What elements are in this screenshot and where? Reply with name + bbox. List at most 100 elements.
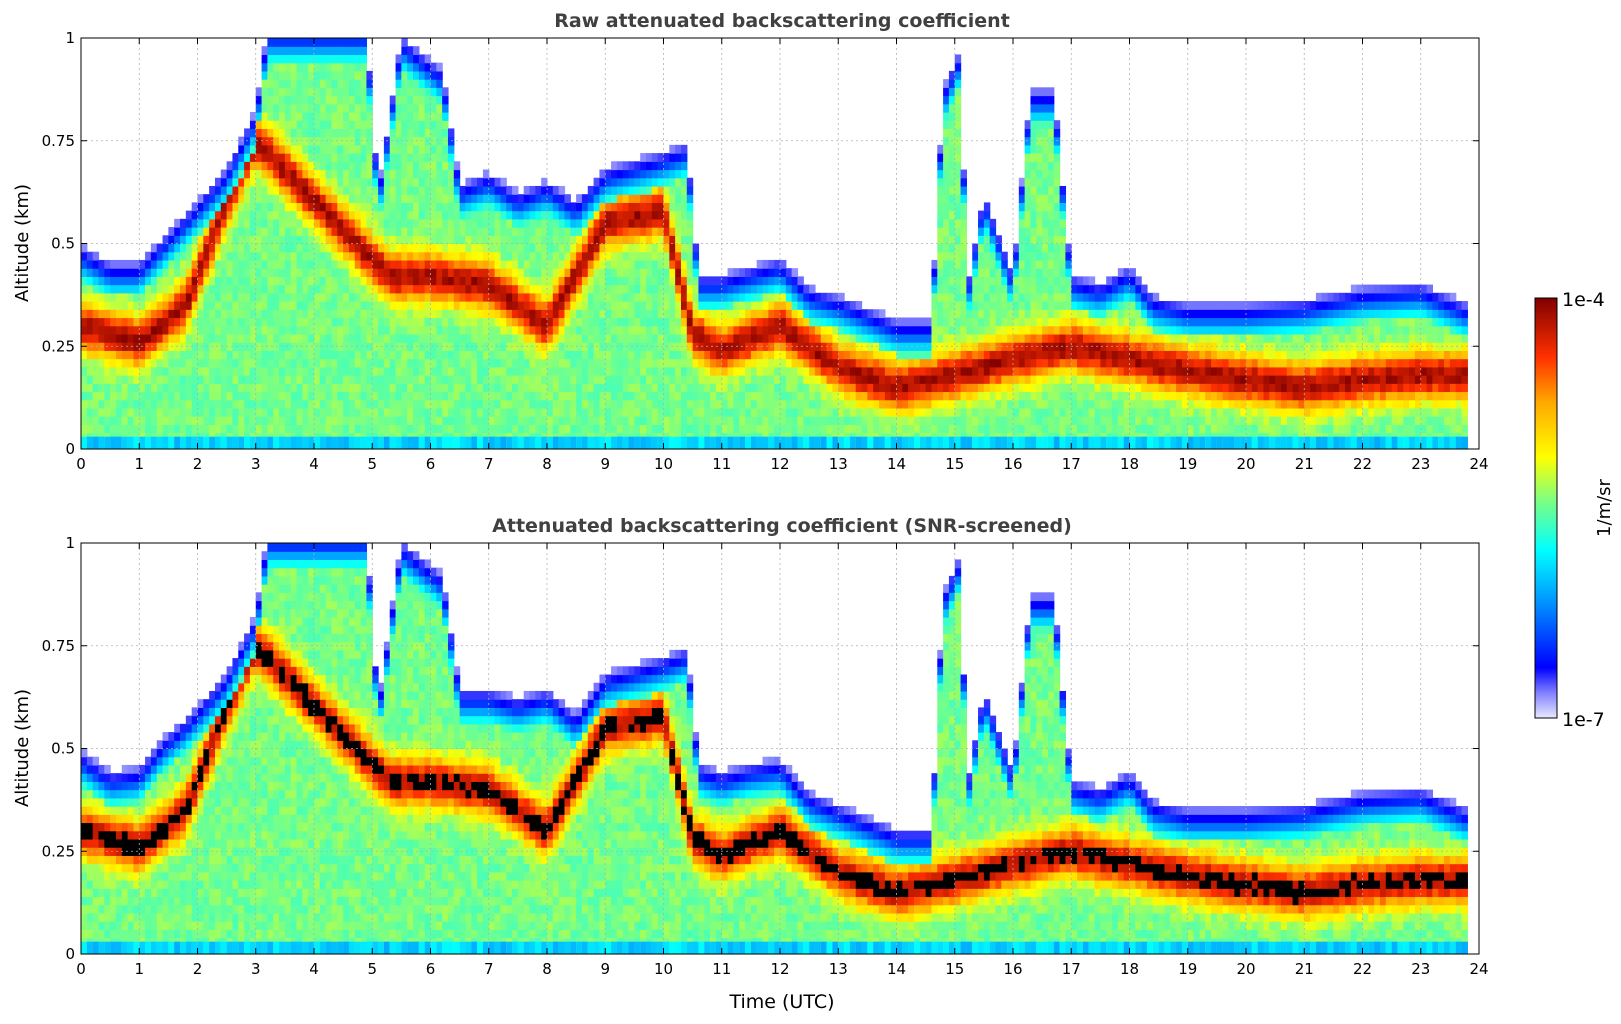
heatmap-cell	[296, 416, 303, 425]
heatmap-cell	[826, 366, 834, 376]
heatmap-cell	[826, 292, 834, 302]
heatmap-cell	[919, 342, 927, 351]
heatmap-cell	[756, 383, 764, 393]
heatmap-cell	[255, 153, 263, 162]
heatmap-cell	[803, 399, 810, 409]
heatmap-cell	[529, 235, 536, 245]
heatmap-cell	[541, 218, 548, 228]
heatmap-cell	[203, 424, 210, 434]
heatmap-cell	[308, 79, 315, 88]
heatmap-cell	[267, 292, 274, 302]
heatmap-cell	[733, 284, 740, 294]
heatmap-cell	[424, 276, 432, 286]
heatmap-cell	[395, 111, 402, 121]
heatmap-cell	[576, 366, 583, 376]
heatmap-cell	[296, 144, 303, 154]
heatmap-cell	[191, 218, 199, 228]
heatmap-cell	[576, 235, 583, 245]
heatmap-cell	[337, 161, 344, 171]
heatmap-cell	[902, 436, 909, 449]
heatmap-cell	[447, 416, 455, 425]
heatmap-cell	[378, 399, 385, 409]
heatmap-cell	[424, 218, 432, 228]
heatmap-cell	[902, 399, 909, 409]
heatmap-cell	[488, 424, 496, 434]
heatmap-cell	[663, 227, 670, 236]
heatmap-cell	[564, 399, 571, 409]
heatmap-cell	[203, 251, 210, 261]
heatmap-cell	[663, 309, 670, 319]
heatmap-cell	[710, 391, 717, 401]
heatmap-cell	[436, 301, 443, 310]
heatmap-cell	[710, 350, 717, 360]
heatmap-cell	[244, 317, 251, 327]
heatmap-cell	[255, 407, 263, 417]
heatmap-cell	[407, 309, 414, 319]
heatmap-cell	[628, 407, 635, 417]
heatmap-cell	[220, 292, 228, 302]
heatmap-cell	[354, 128, 362, 138]
heatmap-cell	[774, 268, 781, 277]
heatmap-cell	[372, 383, 379, 393]
heatmap-cell	[296, 136, 303, 146]
heatmap-cell	[308, 399, 315, 409]
heatmap-cell	[110, 391, 117, 401]
heatmap-cell	[220, 391, 228, 401]
heatmap-cell	[482, 317, 490, 327]
heatmap-cell	[552, 218, 560, 228]
heatmap-cell	[314, 46, 321, 56]
heatmap-cell	[879, 358, 886, 368]
heatmap-cell	[389, 309, 397, 319]
heatmap-cell	[343, 120, 350, 130]
heatmap-cell	[296, 350, 303, 360]
heatmap-cell	[366, 268, 373, 277]
heatmap-cell	[506, 243, 513, 253]
heatmap-cell	[570, 309, 577, 319]
heatmap-cell	[587, 375, 595, 384]
heatmap-cell	[156, 358, 164, 368]
heatmap-cell	[209, 407, 216, 417]
heatmap-cell	[360, 391, 368, 401]
heatmap-cell	[279, 54, 286, 64]
heatmap-cell	[168, 391, 175, 401]
heatmap-cell	[331, 95, 338, 105]
heatmap-cell	[855, 317, 863, 327]
heatmap-cell	[354, 62, 362, 72]
heatmap-cell	[733, 292, 740, 302]
heatmap-cell	[127, 391, 135, 401]
heatmap-cell	[581, 268, 589, 277]
heatmap-cell	[424, 251, 432, 261]
heatmap-cell	[348, 301, 356, 310]
heatmap-cell	[785, 350, 793, 360]
heatmap-cell	[925, 407, 933, 417]
heatmap-cell	[296, 407, 303, 417]
heatmap-cell	[943, 95, 950, 105]
heatmap-cell	[628, 202, 635, 212]
heatmap-cell	[517, 407, 525, 417]
heatmap-cell	[826, 350, 834, 360]
heatmap-cell	[343, 309, 350, 319]
heatmap-cell	[523, 243, 531, 253]
heatmap-cell	[576, 436, 583, 449]
heatmap-cell	[372, 391, 379, 401]
heatmap-cell	[564, 292, 571, 302]
heatmap-cell	[81, 407, 88, 417]
heatmap-cell	[517, 292, 525, 302]
heatmap-cell	[360, 333, 368, 343]
heatmap-cell	[453, 210, 461, 220]
heatmap-cell	[139, 301, 146, 310]
heatmap-cell	[634, 407, 641, 417]
heatmap-cell	[226, 202, 234, 212]
heatmap-cell	[506, 333, 513, 343]
heatmap-cell	[576, 342, 583, 351]
heatmap-cell	[477, 375, 484, 384]
heatmap-cell	[803, 416, 810, 425]
heatmap-cell	[302, 333, 309, 343]
heatmap-cell	[407, 325, 414, 335]
heatmap-cell	[343, 375, 350, 384]
heatmap-cell	[226, 259, 234, 269]
heatmap-cell	[442, 161, 449, 171]
heatmap-cell	[477, 342, 484, 351]
heatmap-cell	[506, 227, 513, 236]
heatmap-cell	[768, 325, 775, 335]
